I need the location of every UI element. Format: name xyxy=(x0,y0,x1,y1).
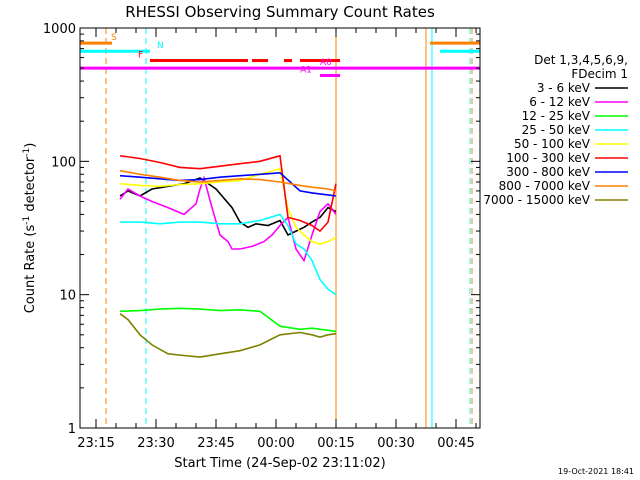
legend-item-label-6: 300 - 800 keV xyxy=(506,165,590,179)
legend-header-line1: Det 1,3,4,5,6,9, xyxy=(534,53,628,67)
y-tick-label: 1 xyxy=(68,422,76,437)
series-line-2 xyxy=(119,307,337,333)
flag-label-N: N xyxy=(157,41,164,51)
y-axis-label: Count Rate (s-1 detector-1) xyxy=(22,143,38,314)
legend-item-label-2: 12 - 25 keV xyxy=(522,109,591,123)
x-tick-label: 23:30 xyxy=(137,436,174,451)
legend-item-label-8: 7000 - 15000 keV xyxy=(483,193,590,207)
x-tick-label: 00:30 xyxy=(377,436,414,451)
chart-title: RHESSI Observing Summary Count Rates xyxy=(125,3,435,21)
x-tick-label: 00:15 xyxy=(317,436,354,451)
series-line-8 xyxy=(119,313,337,358)
legend-item-label-7: 800 - 7000 keV xyxy=(499,179,591,193)
x-tick-label: 00:45 xyxy=(437,436,474,451)
plot-area: S N F A0 A1 xyxy=(80,28,480,428)
x-tick-label: 00:00 xyxy=(257,436,294,451)
legend-item-label-4: 50 - 100 keV xyxy=(514,137,591,151)
legend-item-label-3: 25 - 50 keV xyxy=(522,123,591,137)
plot-frame xyxy=(79,27,481,429)
series-line-6 xyxy=(119,171,337,197)
flag-label-A1: A1 xyxy=(300,66,312,76)
x-tick-label: 23:15 xyxy=(77,436,114,451)
series-line-4 xyxy=(119,167,337,245)
legend-header-line2: FDecim 1 xyxy=(571,67,628,81)
x-tick-label: 23:45 xyxy=(197,436,234,451)
y-axis: 1 10 100 1000 xyxy=(43,22,480,437)
x-axis: 23:15 23:30 23:45 00:00 00:15 00:30 00:45 xyxy=(77,28,477,451)
series-line-7 xyxy=(119,169,337,192)
flag-label-S: S xyxy=(111,33,117,43)
legend-item-label-0: 3 - 6 keV xyxy=(537,81,591,95)
series-line-5 xyxy=(119,154,337,233)
y-tick-label: 10 xyxy=(59,289,76,304)
series-line-1 xyxy=(119,175,337,263)
legend-item-label-5: 100 - 300 keV xyxy=(506,151,590,165)
series-line-3 xyxy=(120,213,337,296)
footer-timestamp: 19-Oct-2021 18:41 xyxy=(558,467,634,476)
flag-label-F: F xyxy=(138,51,143,61)
legend-item-label-1: 6 - 12 keV xyxy=(529,95,591,109)
y-tick-label: 100 xyxy=(51,155,76,170)
flag-label-A0: A0 xyxy=(320,58,332,68)
y-tick-label: 1000 xyxy=(43,22,76,37)
x-axis-label: Start Time (24-Sep-02 23:11:02) xyxy=(174,456,385,471)
